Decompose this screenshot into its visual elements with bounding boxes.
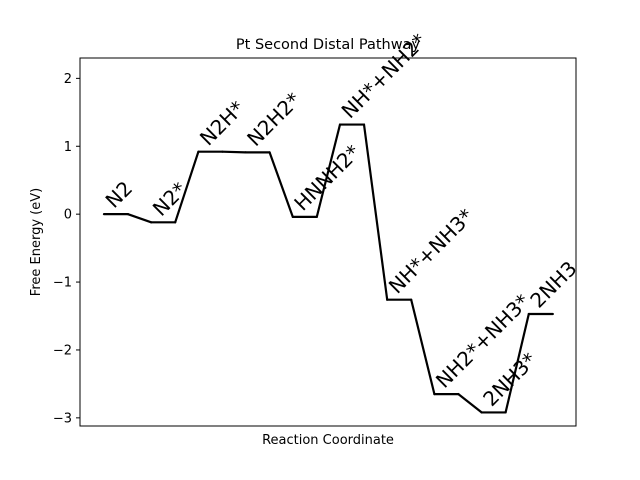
connector-2 — [174, 150, 200, 224]
connector-7 — [410, 298, 436, 396]
connector-8 — [457, 392, 483, 414]
chart-title: Pt Second Distal Pathway — [236, 37, 421, 53]
x-axis-label: Reaction Coordinate — [262, 433, 394, 448]
pathway-lines — [102, 123, 554, 414]
y-axis: 2 1 0 −1 −2 −3 — [53, 72, 80, 426]
y-tick-label: 2 — [64, 72, 72, 87]
y-tick-label: −1 — [53, 276, 72, 291]
connector-9 — [504, 312, 530, 414]
step-label: N2* — [148, 177, 192, 221]
step-label: N2 — [101, 176, 138, 213]
step-label: N2H* — [195, 96, 249, 150]
plot-frame — [79, 57, 577, 427]
y-tick-label: 0 — [64, 208, 72, 223]
step-label: 2NH3* — [478, 348, 541, 411]
y-tick-label: −3 — [53, 411, 72, 426]
y-tick-label: 1 — [64, 140, 72, 155]
connector-6 — [362, 123, 389, 301]
step-labels: N2 N2*N2H*N2H2*HNNH2*NH*+NH2*NH*+NH3*NH2*… — [101, 29, 582, 411]
connector-1 — [126, 213, 153, 224]
step-label: 2NH3 — [525, 256, 581, 312]
connector-4 — [268, 151, 294, 218]
step-label: NH*+NH3* — [384, 204, 478, 298]
y-axis-label: Free Energy (eV) — [29, 188, 44, 296]
y-tick-label: −2 — [53, 343, 72, 358]
connector-5 — [315, 123, 342, 218]
connector-3 — [221, 150, 247, 154]
step-label: HNNH2* — [289, 140, 364, 215]
step-label: N2H2* — [242, 88, 305, 151]
